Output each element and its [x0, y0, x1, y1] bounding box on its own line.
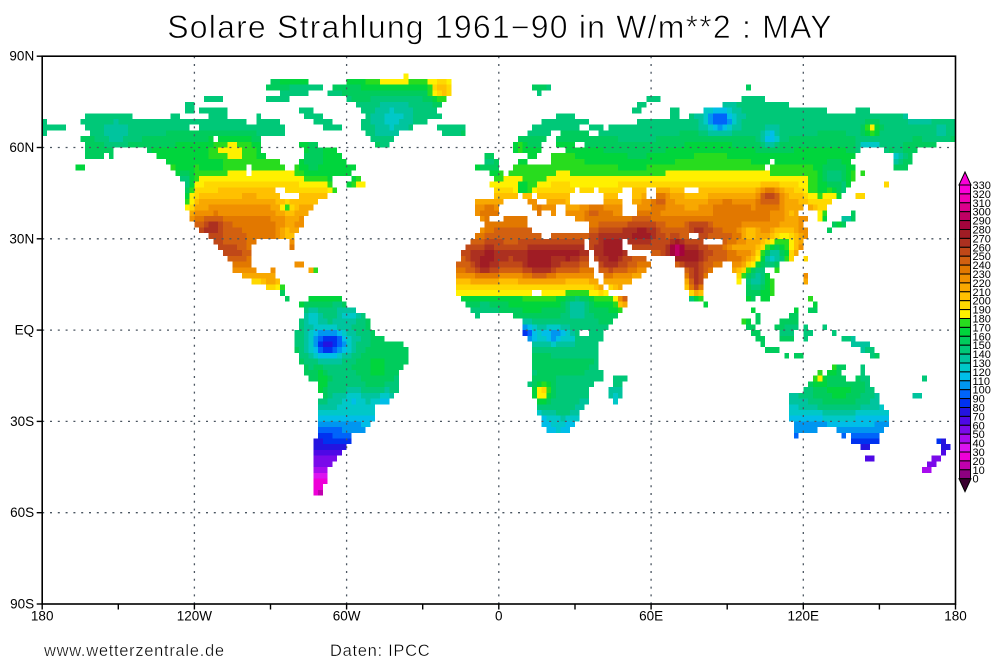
- svg-text:70: 70: [973, 411, 985, 423]
- svg-text:130: 130: [973, 358, 991, 370]
- svg-text:10: 10: [973, 465, 985, 477]
- svg-text:50: 50: [973, 429, 985, 441]
- svg-text:260: 260: [973, 242, 991, 254]
- svg-text:90N: 90N: [9, 49, 34, 64]
- svg-text:60N: 60N: [9, 140, 34, 155]
- svg-text:0: 0: [495, 609, 503, 624]
- svg-text:www.wetterzentrale.de: www.wetterzentrale.de: [43, 642, 225, 660]
- svg-text:30: 30: [973, 447, 985, 459]
- svg-text:40: 40: [973, 438, 985, 450]
- svg-text:150: 150: [973, 340, 991, 352]
- svg-text:80: 80: [973, 403, 985, 415]
- svg-text:330: 330: [973, 180, 991, 192]
- svg-text:120W: 120W: [177, 609, 213, 624]
- svg-text:180: 180: [944, 609, 967, 624]
- svg-text:90S: 90S: [10, 597, 34, 612]
- svg-text:20: 20: [973, 456, 985, 468]
- svg-text:230: 230: [973, 269, 991, 281]
- svg-text:200: 200: [973, 296, 991, 308]
- svg-text:220: 220: [973, 278, 991, 290]
- svg-text:60: 60: [973, 420, 985, 432]
- svg-text:280: 280: [973, 225, 991, 237]
- svg-text:180: 180: [973, 314, 991, 326]
- svg-text:120: 120: [973, 367, 991, 379]
- svg-text:310: 310: [973, 198, 991, 210]
- svg-text:Daten: IPCC: Daten: IPCC: [330, 642, 430, 660]
- svg-text:60S: 60S: [10, 505, 34, 520]
- svg-text:60E: 60E: [639, 609, 663, 624]
- svg-text:Solare Strahlung 1961−90 in W/: Solare Strahlung 1961−90 in W/m**2 : MAY: [167, 9, 833, 45]
- svg-text:EQ: EQ: [15, 323, 35, 338]
- svg-text:190: 190: [973, 305, 991, 317]
- svg-text:170: 170: [973, 322, 991, 334]
- svg-text:270: 270: [973, 233, 991, 245]
- svg-text:210: 210: [973, 287, 991, 299]
- svg-text:100: 100: [973, 385, 991, 397]
- svg-text:90: 90: [973, 394, 985, 406]
- svg-text:140: 140: [973, 349, 991, 361]
- svg-text:30N: 30N: [9, 231, 34, 246]
- svg-text:60W: 60W: [333, 609, 361, 624]
- svg-text:300: 300: [973, 207, 991, 219]
- svg-text:250: 250: [973, 251, 991, 263]
- svg-text:290: 290: [973, 216, 991, 228]
- svg-text:120E: 120E: [788, 609, 820, 624]
- svg-text:110: 110: [973, 376, 991, 388]
- svg-text:0: 0: [973, 474, 979, 486]
- svg-text:320: 320: [973, 189, 991, 201]
- svg-text:30S: 30S: [10, 414, 34, 429]
- svg-text:180: 180: [31, 609, 54, 624]
- svg-text:160: 160: [973, 331, 991, 343]
- svg-text:240: 240: [973, 260, 991, 272]
